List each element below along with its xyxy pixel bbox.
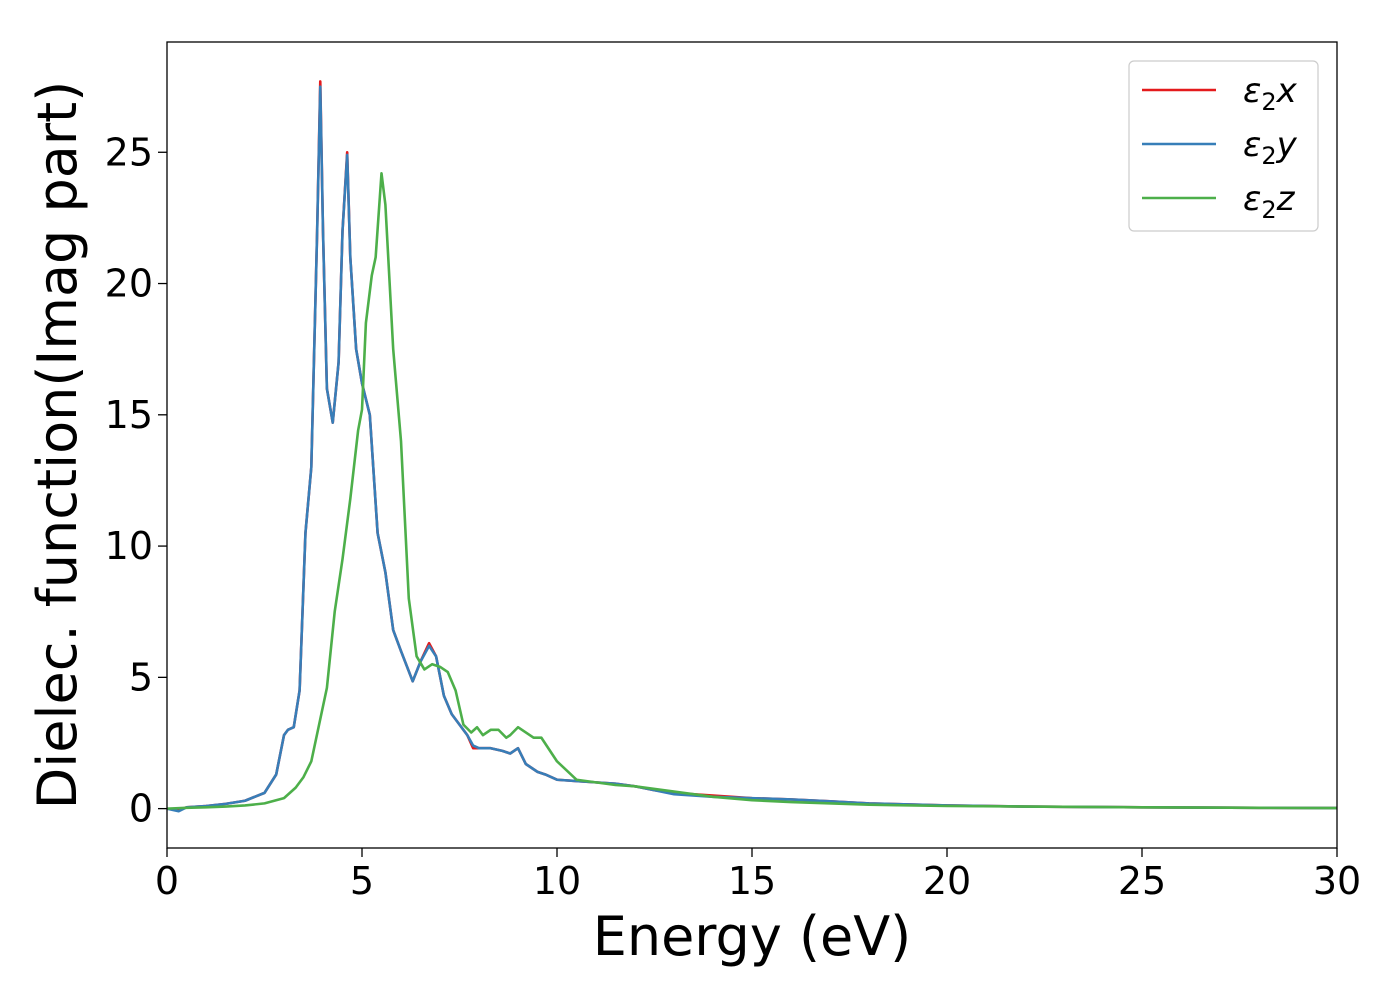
y-tick-label: 10 — [105, 524, 153, 568]
y-tick-label: 5 — [129, 655, 153, 699]
x-axis-label: Energy (eV) — [593, 905, 912, 968]
y-tick-label: 20 — [105, 262, 153, 306]
x-tick-label: 5 — [350, 859, 374, 903]
x-tick-label: 0 — [155, 859, 179, 903]
x-axis: 0 5 10 15 20 25 30 — [155, 848, 1361, 903]
x-tick-label: 25 — [1118, 859, 1166, 903]
x-tick-label: 20 — [923, 859, 971, 903]
legend-label-x: ε2x — [1243, 71, 1298, 116]
series-line-z — [167, 171, 1337, 810]
y-tick-label: 15 — [105, 393, 153, 437]
legend-box — [1128, 60, 1319, 232]
y-axis: 0 5 10 15 20 25 — [105, 130, 167, 831]
x-tick-label: 15 — [728, 859, 776, 903]
legend-label-y: ε2y — [1243, 125, 1298, 170]
series-line-y — [167, 85, 1337, 813]
x-tick-label: 30 — [1313, 859, 1361, 903]
y-axis-label: Dielec. function(Imag part) — [26, 81, 89, 810]
x-tick-label: 10 — [533, 859, 581, 903]
series-layer — [167, 80, 1337, 813]
legend-label-z: ε2z — [1243, 179, 1296, 224]
legend: ε2x ε2y ε2z — [1128, 60, 1319, 232]
y-tick-label: 0 — [129, 787, 153, 831]
y-tick-label: 25 — [105, 130, 153, 174]
